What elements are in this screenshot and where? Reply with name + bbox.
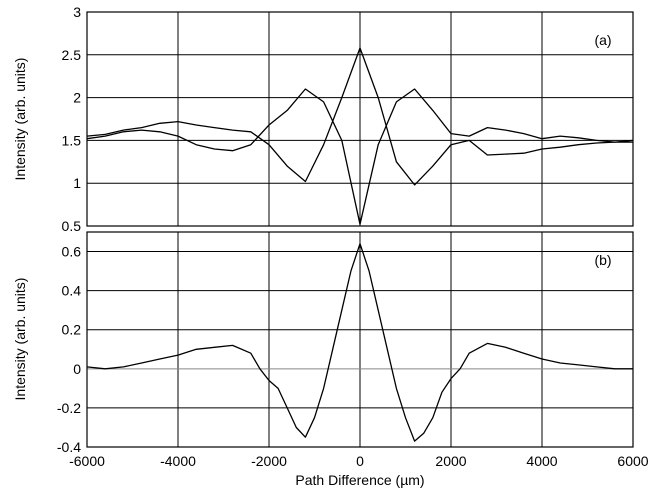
- y-tick-label: 2.5: [62, 47, 82, 63]
- y-tick-label: 0.6: [62, 244, 82, 260]
- y-axis-label: Intensity (arb. units): [12, 278, 28, 401]
- x-tick-label: 2000: [435, 453, 466, 469]
- series-line-1: [86, 88, 633, 225]
- series-line-2: [86, 47, 634, 186]
- y-tick-label: 0.4: [62, 283, 82, 299]
- x-tick-label: -6000: [69, 453, 105, 469]
- y-tick-label: 3: [73, 4, 81, 20]
- panel-b: -0.4 -0.2 0 0.2 0.4 0.6 -6000 -4000 -2000 0 2000 40…: [12, 231, 649, 469]
- y-tick-label: 0.2: [62, 322, 82, 338]
- y-tick-label: 0: [73, 361, 81, 377]
- y-axis-label: Intensity (arb. units): [12, 58, 28, 181]
- x-tick-label: -4000: [160, 453, 196, 469]
- x-tick-label: 4000: [526, 453, 557, 469]
- plot-frame: [86, 11, 634, 227]
- y-tick-label: 1.5: [62, 132, 82, 148]
- x-axis-label: Path Difference (µm): [295, 472, 424, 488]
- panel-label: (b): [594, 252, 611, 268]
- y-tick-label: -0.2: [57, 400, 81, 416]
- x-tick-label: 0: [356, 453, 364, 469]
- y-tick-label: 2: [73, 90, 81, 106]
- x-tick-label: -2000: [251, 453, 287, 469]
- x-tick-label: 6000: [617, 453, 648, 469]
- plot-frame: [86, 231, 634, 448]
- panel-a: 0.5 1 1.5 2 2.5 3 Intensity (arb. units) (a): [12, 4, 634, 234]
- y-tick-label: 1: [73, 175, 81, 191]
- y-tick-label: 0.5: [62, 218, 82, 234]
- series-line-1: [86, 243, 633, 442]
- y-tick-label: -0.4: [57, 439, 81, 455]
- panel-label: (a): [594, 32, 611, 48]
